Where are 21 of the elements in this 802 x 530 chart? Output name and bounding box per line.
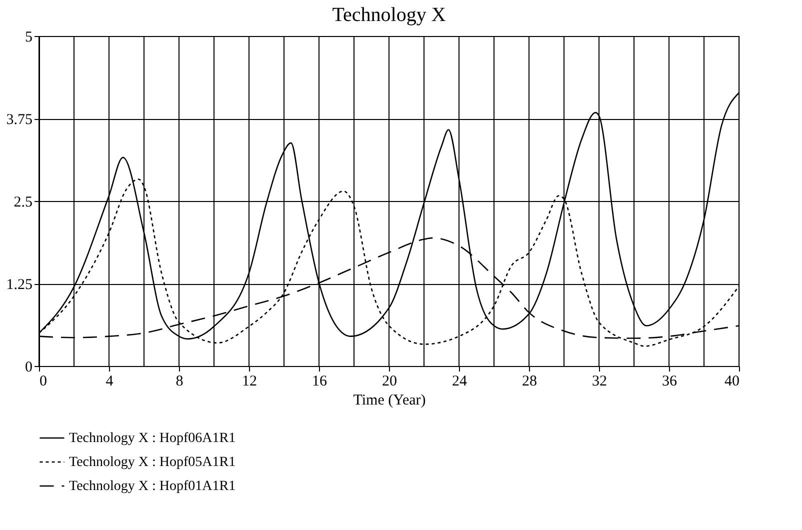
legend-label: Technology X : Hopf01A1R1 <box>69 479 236 494</box>
x-tick-label: 40 <box>724 374 740 390</box>
chart-title: Technology X <box>332 4 446 26</box>
x-tick-label: 0 <box>40 374 47 390</box>
y-tick-label: 0 <box>25 360 32 376</box>
x-tick-label: 20 <box>382 374 397 390</box>
x-tick-label: 4 <box>106 374 114 390</box>
y-tick-label: 3.75 <box>6 112 32 128</box>
legend-label: Technology X : Hopf05A1R1 <box>69 455 236 470</box>
x-tick-label: 8 <box>176 374 184 390</box>
x-tick-label: 16 <box>312 374 328 390</box>
legend-label: Technology X : Hopf06A1R1 <box>69 431 236 446</box>
x-tick-label: 24 <box>452 374 468 390</box>
y-tick-label: 1.25 <box>6 277 32 293</box>
x-tick-label: 36 <box>662 374 678 390</box>
x-tick-label: 12 <box>242 374 257 390</box>
x-axis-title: Time (Year) <box>353 392 426 408</box>
y-tick-label: 2.5 <box>14 194 32 210</box>
x-tick-label: 28 <box>522 374 537 390</box>
x-tick-label: 32 <box>592 374 607 390</box>
y-tick-label: 5 <box>25 30 32 46</box>
